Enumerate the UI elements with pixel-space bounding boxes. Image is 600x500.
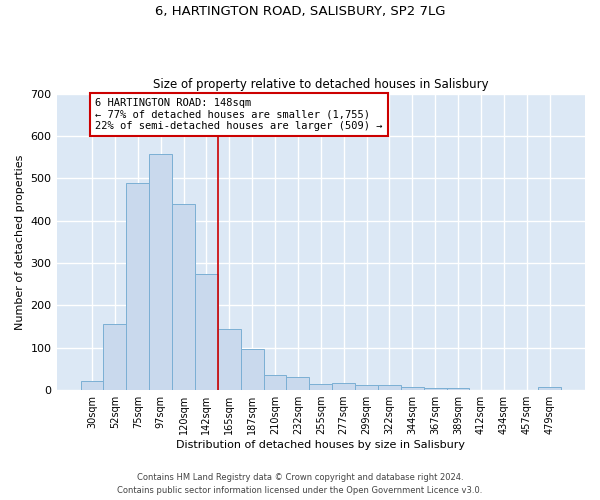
Text: 6 HARTINGTON ROAD: 148sqm
← 77% of detached houses are smaller (1,755)
22% of se: 6 HARTINGTON ROAD: 148sqm ← 77% of detac… [95,98,383,131]
Bar [149,154,172,390]
Bar [218,328,241,390]
Bar [355,385,378,390]
Bar [127,182,149,390]
Bar [80,381,103,390]
Bar [172,204,195,390]
Bar [378,385,401,390]
Bar [286,376,310,390]
Bar [263,376,286,390]
Bar [446,388,469,390]
Bar [332,383,355,390]
Bar [401,387,424,390]
X-axis label: Distribution of detached houses by size in Salisbury: Distribution of detached houses by size … [176,440,465,450]
Text: Contains HM Land Registry data © Crown copyright and database right 2024.
Contai: Contains HM Land Registry data © Crown c… [118,474,482,495]
Bar [424,388,446,390]
Bar [538,387,561,390]
Bar [241,349,263,390]
Bar [195,274,218,390]
Title: Size of property relative to detached houses in Salisbury: Size of property relative to detached ho… [153,78,488,91]
Y-axis label: Number of detached properties: Number of detached properties [15,154,25,330]
Bar [103,324,127,390]
Text: 6, HARTINGTON ROAD, SALISBURY, SP2 7LG: 6, HARTINGTON ROAD, SALISBURY, SP2 7LG [155,5,445,18]
Bar [310,384,332,390]
